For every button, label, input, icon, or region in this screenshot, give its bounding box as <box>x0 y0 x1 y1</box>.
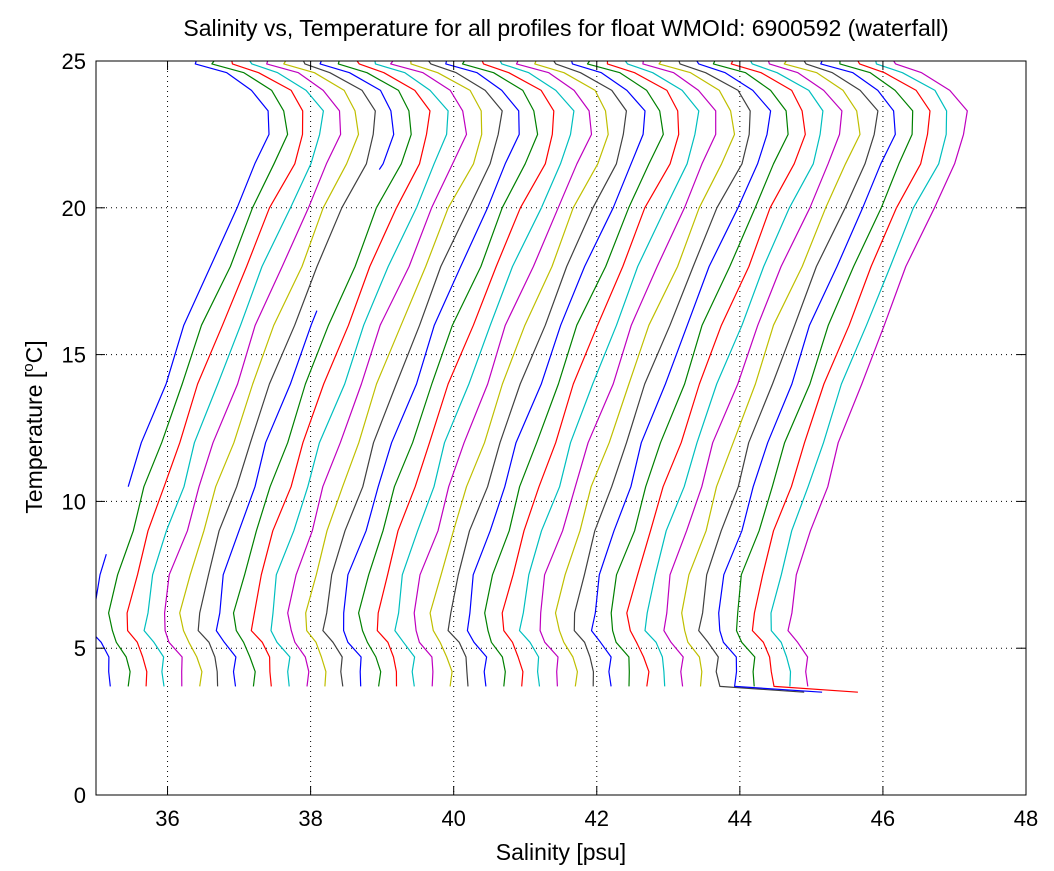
profile-line <box>663 61 843 687</box>
x-tick-label: 40 <box>441 806 465 831</box>
profile-line <box>735 61 914 687</box>
profile-line <box>447 61 627 687</box>
plot-frame <box>95 60 1027 796</box>
profile-line <box>787 61 968 687</box>
y-tick-label: 15 <box>62 343 86 368</box>
profile-line <box>305 61 483 687</box>
profile-line <box>287 61 468 687</box>
y-tick-label: 25 <box>62 49 86 74</box>
profile-line <box>143 61 324 687</box>
profile-line <box>96 554 111 687</box>
y-axis-label-end: C] <box>21 340 47 363</box>
profile-line <box>539 61 717 687</box>
y-tick-label: 10 <box>62 489 86 514</box>
profile-line <box>164 61 342 687</box>
y-tick-label: 5 <box>74 636 86 661</box>
x-tick-label: 42 <box>585 806 609 831</box>
x-tick-labels: 36 38 40 42 44 46 48 <box>155 806 1038 831</box>
y-tick-label: 0 <box>74 783 86 808</box>
profile-line <box>626 61 806 687</box>
y-axis-label-sup: o <box>20 363 37 371</box>
profile-line <box>429 61 609 687</box>
profile-line <box>554 61 736 687</box>
x-tick-label: 46 <box>871 806 895 831</box>
profile-line <box>343 61 520 687</box>
profile-line <box>484 61 664 687</box>
profile-line <box>215 310 318 687</box>
profile-line <box>590 61 772 687</box>
y-tick-labels: 0 5 10 15 20 25 <box>62 49 86 808</box>
profile-line <box>718 61 896 693</box>
x-tick-label: 38 <box>298 806 322 831</box>
profile-line <box>126 61 304 687</box>
profile-line <box>394 61 575 687</box>
profile-line <box>250 61 431 687</box>
profile-line <box>108 61 289 687</box>
profile-line <box>270 61 449 687</box>
grid <box>96 61 1026 795</box>
x-tick-label: 44 <box>728 806 752 831</box>
profile-line <box>322 61 503 687</box>
profile-line <box>179 61 360 687</box>
y-axis-label-main: Temperature [ <box>21 371 47 514</box>
x-axis-label: Salinity [psu] <box>496 839 626 865</box>
profile-line <box>319 61 395 170</box>
profile-line <box>232 61 412 687</box>
profile-line <box>413 61 593 687</box>
x-tick-label: 48 <box>1014 806 1038 831</box>
profile-line <box>751 61 931 693</box>
profile-line <box>358 61 539 687</box>
profile-line <box>466 61 646 687</box>
ticks <box>96 60 1027 796</box>
profile-line <box>518 61 700 687</box>
series-layer <box>96 61 968 693</box>
profile-line <box>644 61 824 687</box>
profile-line <box>127 61 270 487</box>
y-axis-label: Temperature [oC] <box>20 340 47 513</box>
profile-line <box>573 61 751 687</box>
profile-line <box>698 61 879 693</box>
profile-line <box>501 61 680 687</box>
x-tick-label: 36 <box>155 806 179 831</box>
profile-line <box>681 61 861 687</box>
profile-line <box>770 61 948 687</box>
profile-line <box>197 61 376 687</box>
profile-line <box>376 61 555 687</box>
chart-title: Salinity vs, Temperature for all profile… <box>183 15 948 41</box>
profile-line <box>610 61 789 687</box>
y-tick-label: 20 <box>62 196 86 221</box>
